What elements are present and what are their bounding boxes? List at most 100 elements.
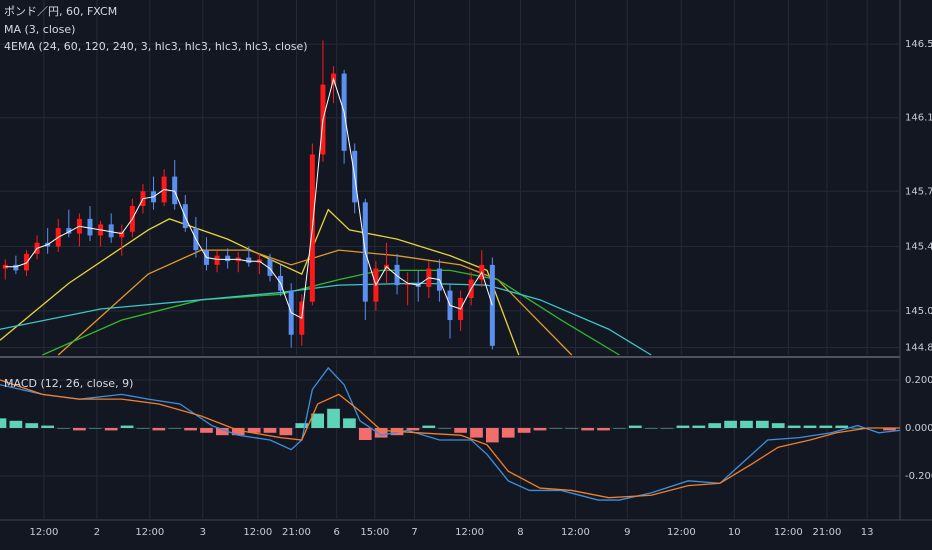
y-tick-label: -0.200 xyxy=(905,471,932,482)
histogram-bar xyxy=(438,427,452,429)
x-tick-label: 12:00 xyxy=(30,527,59,538)
y-tick-label: 145.400 xyxy=(905,241,932,252)
histogram-bar xyxy=(136,427,150,429)
candle-body xyxy=(246,257,252,264)
histogram-bar xyxy=(406,427,420,431)
histogram-bar xyxy=(660,427,674,429)
y-tick-label: 146.500 xyxy=(905,39,932,50)
signal-line xyxy=(0,379,900,499)
histogram-bar xyxy=(216,427,229,436)
histogram-bar xyxy=(231,427,245,436)
x-tick-label: 12:00 xyxy=(667,527,696,538)
histogram-bar xyxy=(501,427,515,438)
histogram-bar xyxy=(358,427,372,440)
histogram-bar xyxy=(708,423,722,428)
histogram-bar xyxy=(851,427,864,429)
histogram-bar xyxy=(311,413,324,428)
y-tick-label: 144.850 xyxy=(905,343,932,354)
legend-macd: MACD (12, 26, close, 9) xyxy=(4,377,133,390)
histogram-bar xyxy=(835,425,849,428)
plot-layer: 146.500 146.100 145.700 145.400 145.050 144.8… xyxy=(0,0,932,538)
histogram-bar xyxy=(73,427,86,431)
histogram-bar xyxy=(88,427,102,429)
histogram-bar xyxy=(263,427,277,433)
histogram-bar xyxy=(120,425,134,428)
candle-body xyxy=(172,176,178,205)
histogram-bar xyxy=(803,425,817,428)
histogram-bar xyxy=(57,427,70,429)
histogram-bar xyxy=(247,427,261,433)
ema-line xyxy=(42,269,620,356)
histogram-bar xyxy=(200,427,213,433)
histogram-bar xyxy=(628,425,642,428)
legend-ma: MA (3, close) xyxy=(4,23,75,36)
histogram-bar xyxy=(470,427,483,438)
x-tick-label: 21:00 xyxy=(813,527,842,538)
x-tick-label: 12:00 xyxy=(135,527,164,538)
y-tick-label: 0.000 xyxy=(905,423,932,434)
candle-body xyxy=(405,283,411,286)
histogram-bar xyxy=(819,425,833,428)
x-tick-label: 10 xyxy=(728,527,741,538)
histogram-bar xyxy=(724,420,737,428)
histogram-bar xyxy=(533,427,547,431)
histogram-bar xyxy=(41,425,54,428)
histogram-bar xyxy=(374,427,388,438)
histogram-bar xyxy=(549,427,563,429)
candle-body xyxy=(267,259,273,276)
histogram-bar xyxy=(184,427,197,431)
candle-body xyxy=(87,218,93,236)
histogram-bar xyxy=(517,427,531,433)
histogram-bar xyxy=(104,427,118,431)
candle-body xyxy=(119,231,125,238)
histogram-bar xyxy=(422,425,436,428)
histogram-bar xyxy=(581,427,594,431)
histogram-bar xyxy=(613,427,626,429)
histogram-bar xyxy=(295,423,309,428)
histogram-bar xyxy=(644,427,658,429)
histogram-bar xyxy=(692,425,706,428)
histogram-bar xyxy=(168,427,182,429)
histogram-bar xyxy=(771,423,785,428)
ema-line xyxy=(0,282,652,356)
x-tick-label: 12:00 xyxy=(455,527,484,538)
ema-line xyxy=(0,208,520,356)
histogram-bar xyxy=(343,418,356,428)
chart-title: ポンド／円, 60, FXCM xyxy=(4,5,117,18)
candle-body xyxy=(13,264,19,271)
x-tick-label: 7 xyxy=(411,527,417,538)
histogram-bar xyxy=(25,423,39,428)
x-tick-label: 3 xyxy=(200,527,206,538)
histogram-bar xyxy=(756,420,769,428)
x-tick-label: 6 xyxy=(334,527,340,538)
histogram-bar xyxy=(327,408,340,428)
x-tick-label: 21:00 xyxy=(282,527,311,538)
legend-ema: 4EMA (24, 60, 120, 240, 3, hlc3, hlc3, h… xyxy=(4,40,308,53)
y-tick-label: 146.100 xyxy=(905,113,932,124)
histogram-bar xyxy=(740,420,753,428)
x-tick-label: 12:00 xyxy=(243,527,272,538)
histogram-bar xyxy=(676,425,690,428)
histogram-bar xyxy=(454,427,467,433)
y-tick-label: 0.200 xyxy=(905,375,932,386)
histogram-bar xyxy=(486,427,499,443)
histogram-bar xyxy=(152,427,166,431)
x-tick-label: 12:00 xyxy=(774,527,803,538)
x-tick-label: 15:00 xyxy=(360,527,389,538)
histogram-bar xyxy=(787,425,801,428)
histogram-bar xyxy=(9,420,23,428)
candle-body xyxy=(108,224,114,238)
histogram-bar xyxy=(597,427,610,431)
x-tick-label: 9 xyxy=(624,527,630,538)
candle-body xyxy=(225,255,231,262)
candle-body xyxy=(66,228,72,234)
x-tick-label: 12:00 xyxy=(561,527,590,538)
ma-line xyxy=(5,77,493,319)
histogram-bar xyxy=(0,418,7,428)
x-tick-label: 8 xyxy=(517,527,523,538)
candle-body xyxy=(23,253,29,271)
histogram-bar xyxy=(883,427,896,431)
